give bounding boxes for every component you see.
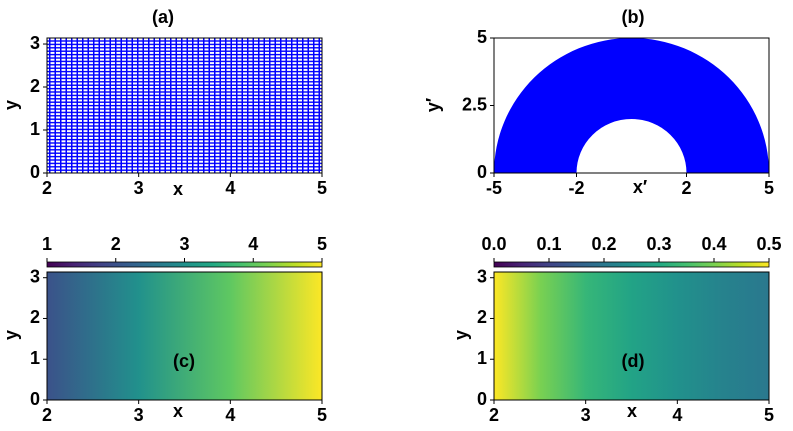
panel-title: (a) [152,7,174,27]
heat-strip [494,272,541,400]
x-axis-label: x′ [633,177,647,197]
colorbar-tick-label: 0.1 [536,234,561,254]
y-tick-label: 2.5 [462,94,487,114]
y-tick-label: 2 [30,76,40,96]
y-tick-label: 0 [30,162,40,182]
y-tick-label: 1 [30,348,40,368]
x-tick-label: -5 [486,178,502,198]
x-tick-label: 3 [581,405,591,425]
colorbar-tick-label: 1 [42,234,52,254]
x-axis-label: x [627,401,637,421]
x-tick-label: 3 [134,178,144,198]
x-tick-label: 2 [42,405,52,425]
colorbar [493,261,770,268]
y-tick-label: 5 [477,27,487,47]
panel-title: (d) [622,351,645,371]
heat-strip [585,272,632,400]
x-tick-label: 4 [225,178,235,198]
heat-strip [47,272,140,400]
axis-frame [46,37,323,174]
y-tick-label: 0 [477,389,487,409]
y-tick-label: 1 [30,119,40,139]
x-tick-label: 3 [134,405,144,425]
colorbar [46,261,323,268]
x-tick-label: 4 [672,405,682,425]
y-axis-label: y [1,100,21,110]
x-tick-label: 4 [225,405,235,425]
y-tick-label: 3 [30,33,40,53]
x-tick-label: 5 [317,178,327,198]
x-tick-label: 5 [317,405,327,425]
heat-strip [539,272,587,400]
heat-strip [723,272,770,400]
colorbar-tick-label: 0.3 [646,234,671,254]
x-axis-label: x [173,179,183,199]
heat-strip [631,272,678,400]
y-tick-label: 3 [30,266,40,286]
colorbar-tick-label: 0.2 [591,234,616,254]
x-axis-label: x [173,401,183,421]
y-axis-label: y′ [423,98,443,112]
y-tick-label: 3 [477,266,487,286]
y-tick-label: 0 [477,162,487,182]
y-tick-label: 2 [477,307,487,327]
axis-frame [46,271,323,401]
y-axis-label: y [1,330,21,340]
colorbar-tick-label: 0.5 [756,234,781,254]
heat-strip [230,272,323,400]
panel-title: (b) [622,7,645,27]
y-tick-label: 1 [477,348,487,368]
x-tick-label: 2 [489,405,499,425]
heat-strip [138,272,231,400]
colorbar-tick-label: 0.0 [481,234,506,254]
panel-title: (c) [173,351,195,371]
colorbar-tick-label: 2 [111,234,121,254]
x-tick-label: 5 [764,178,774,198]
y-tick-label: 0 [30,389,40,409]
colorbar-tick-label: 4 [248,234,258,254]
heat-strip [677,272,724,400]
annulus-mesh [494,38,769,174]
x-tick-label: 5 [764,405,774,425]
colorbar-tick-label: 0.4 [701,234,726,254]
mesh [46,37,323,174]
x-tick-label: -2 [568,178,584,198]
x-tick-label: 2 [42,178,52,198]
y-axis-label: y [451,330,471,340]
axis-frame [493,271,770,401]
colorbar-tick-label: 5 [317,234,327,254]
x-tick-label: 2 [681,178,691,198]
colorbar-tick-label: 3 [179,234,189,254]
y-tick-label: 2 [30,307,40,327]
